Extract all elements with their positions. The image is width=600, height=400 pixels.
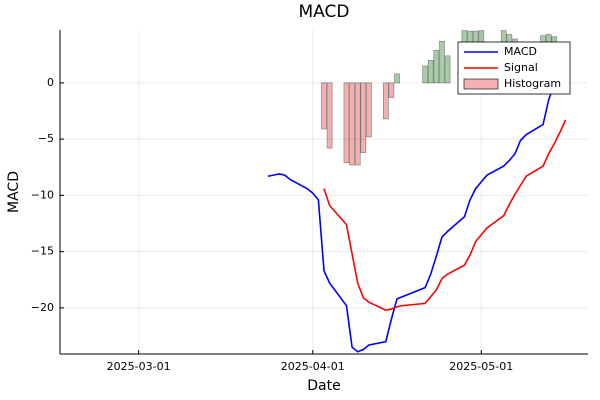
y-tick-label: 0 <box>47 76 54 89</box>
histogram-bar <box>444 55 451 84</box>
histogram-bar <box>326 82 333 149</box>
histogram-bar <box>422 65 428 84</box>
chart-title: MACD <box>299 2 350 22</box>
line-series <box>323 119 567 311</box>
histogram-bar <box>427 60 434 84</box>
line-series <box>267 64 567 353</box>
histogram-bar <box>360 82 367 153</box>
x-tick-label: 2025-04-01 <box>281 360 345 373</box>
x-tick-label: 2025-05-01 <box>449 360 513 373</box>
x-tick-label: 2025-03-01 <box>107 360 171 373</box>
histogram-bar <box>433 49 440 84</box>
x-axis-label: Date <box>307 378 340 394</box>
histogram-bar <box>382 82 389 120</box>
y-tick-label: −5 <box>38 132 54 145</box>
y-tick-label: −10 <box>31 188 54 201</box>
histogram-bar <box>388 82 395 98</box>
y-axis-label: MACD <box>6 171 22 213</box>
y-tick-label: −15 <box>31 245 54 258</box>
histogram-bar <box>366 82 372 138</box>
legend-label: Histogram <box>504 77 561 90</box>
histogram-bar <box>349 82 355 166</box>
histogram-bar <box>439 40 445 84</box>
histogram-bar <box>354 82 361 166</box>
legend-label: MACD <box>504 45 537 58</box>
y-tick-label: −20 <box>31 301 54 314</box>
histogram-bar <box>343 82 350 164</box>
histogram-bar <box>394 73 400 84</box>
plot-area <box>267 30 567 353</box>
histogram-bar <box>321 82 327 130</box>
legend-swatch <box>463 78 499 90</box>
legend-label: Signal <box>504 61 538 74</box>
